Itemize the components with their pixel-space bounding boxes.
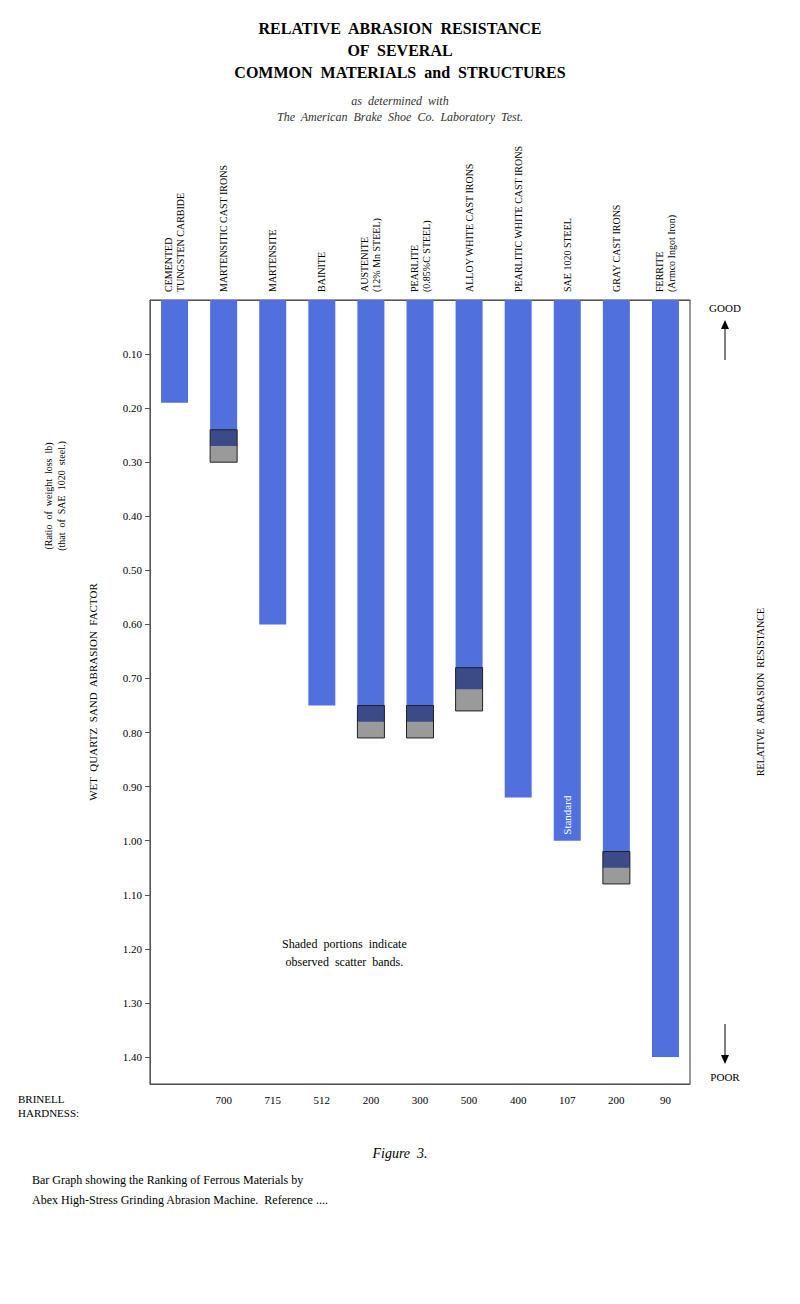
svg-text:1.20: 1.20 bbox=[123, 943, 143, 955]
svg-text:PEARLITE: PEARLITE bbox=[409, 245, 420, 292]
svg-text:FERRITE: FERRITE bbox=[654, 251, 665, 292]
svg-text:OF SEVERAL: OF SEVERAL bbox=[347, 42, 452, 59]
svg-text:200: 200 bbox=[608, 1094, 625, 1106]
svg-text:1.40: 1.40 bbox=[123, 1051, 143, 1063]
svg-text:TUNGSTEN CARBIDE: TUNGSTEN CARBIDE bbox=[175, 193, 186, 292]
svg-text:(0.85%C STEEL): (0.85%C STEEL) bbox=[421, 220, 433, 292]
svg-text:Standard: Standard bbox=[561, 795, 573, 835]
svg-text:Shaded portions indicate: Shaded portions indicate bbox=[282, 937, 407, 951]
svg-text:500: 500 bbox=[461, 1094, 478, 1106]
svg-text:0.20: 0.20 bbox=[123, 402, 143, 414]
svg-text:WET QUARTZ SAND ABRASION F: WET QUARTZ SAND ABRASION FACTOR bbox=[87, 583, 99, 801]
svg-text:SAE 1020 STEEL: SAE 1020 STEEL bbox=[562, 218, 573, 292]
svg-text:512: 512 bbox=[314, 1094, 331, 1106]
svg-text:(Armco Ingot Iron): (Armco Ingot Iron) bbox=[666, 215, 678, 292]
svg-text:as determined with: as determined with bbox=[351, 94, 448, 108]
svg-text:(12% Mn STEEL): (12% Mn STEEL) bbox=[371, 218, 383, 292]
svg-text:CEMENTED: CEMENTED bbox=[163, 238, 174, 292]
svg-text:HARDNESS:: HARDNESS: bbox=[18, 1107, 79, 1119]
svg-text:0.40: 0.40 bbox=[123, 510, 143, 522]
svg-text:Bar Graph showing the Ranking: Bar Graph showing the Ranking of Ferrous… bbox=[32, 1173, 303, 1187]
svg-text:BRINELL: BRINELL bbox=[18, 1093, 65, 1105]
svg-text:1.30: 1.30 bbox=[123, 997, 143, 1009]
svg-text:0.70: 0.70 bbox=[123, 672, 143, 684]
svg-text:RELATIVE ABRASION RESISTANCE: RELATIVE ABRASION RESISTANCE bbox=[755, 608, 766, 776]
svg-text:200: 200 bbox=[363, 1094, 380, 1106]
svg-text:BAINITE: BAINITE bbox=[316, 252, 327, 292]
svg-text:RELATIVE ABRASION RESISTANCE: RELATIVE ABRASION RESISTANCE bbox=[258, 20, 541, 37]
svg-text:1.10: 1.10 bbox=[123, 889, 143, 901]
svg-text:POOR: POOR bbox=[710, 1071, 740, 1083]
svg-text:700: 700 bbox=[215, 1094, 232, 1106]
svg-text:107: 107 bbox=[559, 1094, 576, 1106]
svg-text:400: 400 bbox=[510, 1094, 527, 1106]
svg-text:0.90: 0.90 bbox=[123, 781, 143, 793]
svg-text:(that of SAE 1020 steel.): (that of SAE 1020 steel.) bbox=[56, 441, 68, 551]
svg-text:GRAY CAST IRONS: GRAY CAST IRONS bbox=[611, 205, 622, 292]
svg-text:AUSTENITE: AUSTENITE bbox=[359, 237, 370, 292]
svg-text:ALLOY WHITE CAST IRONS: ALLOY WHITE CAST IRONS bbox=[464, 164, 475, 292]
svg-text:300: 300 bbox=[412, 1094, 429, 1106]
svg-text:0.30: 0.30 bbox=[123, 456, 143, 468]
svg-text:(Ratio of weight loss lb): (Ratio of weight loss lb) bbox=[43, 442, 55, 549]
svg-text:1.00: 1.00 bbox=[123, 835, 143, 847]
svg-text:MARTENSITIC CAST IRONS: MARTENSITIC CAST IRONS bbox=[218, 165, 229, 292]
svg-text:GOOD: GOOD bbox=[709, 302, 741, 314]
svg-text:MARTENSITE: MARTENSITE bbox=[267, 229, 278, 292]
svg-text:observed scatter bands.: observed scatter bands. bbox=[286, 955, 404, 969]
svg-text:PEARLITIC WHITE CAST IRONS: PEARLITIC WHITE CAST IRONS bbox=[513, 146, 524, 292]
svg-text:0.50: 0.50 bbox=[123, 564, 143, 576]
svg-text:Figure 3.: Figure 3. bbox=[371, 1146, 427, 1161]
svg-text:The American Brake Shoe Co: The American Brake Shoe Co. Laboratory T… bbox=[277, 110, 523, 124]
svg-text:0.60: 0.60 bbox=[123, 618, 143, 630]
svg-text:715: 715 bbox=[264, 1094, 281, 1106]
svg-text:COMMON MATERIALS and STRUCT: COMMON MATERIALS and STRUCTURES bbox=[234, 64, 565, 81]
svg-text:90: 90 bbox=[660, 1094, 672, 1106]
svg-text:Abex High-Stress Grinding Abra: Abex High-Stress Grinding Abrasion Machi… bbox=[32, 1193, 328, 1207]
svg-text:0.80: 0.80 bbox=[123, 727, 143, 739]
svg-text:0.10: 0.10 bbox=[123, 348, 143, 360]
